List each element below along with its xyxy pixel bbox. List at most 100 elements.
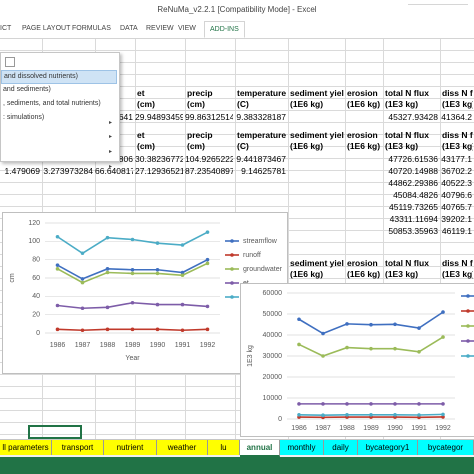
header-cell: total N flux [385,88,429,98]
data-point [205,327,210,332]
ribbon-tab[interactable]: REVIEW [146,25,174,32]
sheet-tab[interactable]: annual [240,440,280,457]
window-controls[interactable] [408,4,468,15]
header-cell: (1E3 kg) [385,141,419,151]
value-cell: 9806 [114,154,133,164]
x-tick-label: 1989 [363,425,379,432]
header-cell: temperature [237,130,287,140]
title-bar: ReNuMa_v2.2.1 [Compatibility Mode] - Exc… [0,0,474,20]
header-cell: sediment yield [290,130,344,140]
series-line [298,311,444,335]
x-tick-label: 1992 [435,425,451,432]
x-tick-label: 1986 [291,425,307,432]
selected-cell [28,425,82,439]
value-cell: 43311.11694 [389,214,438,224]
sheet-tab[interactable]: transport [52,440,104,455]
legend-marker [466,294,470,298]
legend-marker [466,339,470,343]
data-point [130,237,135,242]
data-point [80,251,85,256]
data-point [205,230,210,234]
data-point [205,257,210,262]
ribbon-tab[interactable]: ADD-INS [204,21,245,38]
data-point [205,261,210,266]
data-point [130,327,135,332]
ribbon-tab[interactable]: ICT [0,25,12,32]
y-tick-label: 100 [28,238,40,245]
header-cell: (C) [237,141,249,151]
series-line [298,336,444,357]
data-point [297,402,301,406]
value-cell: 99.86312514 [185,112,233,122]
sheet-tab[interactable]: monthly [280,440,324,455]
value-cell: 43177.1 [441,154,472,164]
menu-item[interactable]: and sediments) [3,86,51,93]
menu-item[interactable]: , sediments, and total nutrients) [3,100,101,107]
value-cell: 45119.73265 [388,202,438,212]
header-cell: sediment yield [290,88,344,98]
sheet-tab[interactable]: bycategor [418,440,474,455]
data-point [369,346,373,351]
value-cell: 50853.35963 [388,226,438,236]
ribbon-tab[interactable]: FORMULAS [72,25,111,32]
data-point [417,350,421,354]
header-cell: total N flux [385,258,429,268]
sheet-tab[interactable]: bycategory1 [358,440,418,455]
legend-marker [230,295,234,299]
header-cell: (1E6 kg) [347,99,381,109]
header-cell: (1E3 kg) [442,269,473,279]
data-point [417,326,421,330]
data-point [55,234,60,239]
submenu-arrow: ▸ [109,134,113,140]
data-point [417,413,421,417]
submenu-arrow: ▸ [109,164,113,170]
sheet-tab[interactable]: nutrient [104,440,157,455]
value-cell: 27.12936521 [135,166,183,176]
data-point [321,354,325,358]
data-point [345,402,349,406]
header-cell: total N flux [385,130,429,140]
value-cell: 9.14625781 [241,166,286,176]
ribbon-tab[interactable]: DATA [120,25,138,32]
data-point [393,402,397,406]
x-tick-label: 1991 [175,342,191,349]
header-cell: diss N flux [442,130,473,140]
data-point [130,267,135,272]
data-point [55,263,60,267]
header-cell: diss N flux [442,258,473,268]
sheet-tab[interactable]: lu [208,440,240,455]
data-point [105,305,110,310]
nutrient-chart[interactable]: 0 10000 20000 30000 40000 50000 60000 1986 1987 1… [240,283,474,437]
sheet-tab[interactable]: weather [157,440,208,455]
y-tick-label: 80 [32,257,40,264]
ribbon-tab[interactable]: VIEW [178,25,196,32]
y-tick-label: 50000 [263,311,283,318]
header-cell: (1E6 kg) [290,269,324,279]
value-cell: 46119.1 [441,226,472,236]
value-cell: 45084.4826 [393,190,438,200]
menu-item[interactable]: : simulations) [3,114,45,121]
y-tick-label: 40000 [263,332,283,339]
ribbon-tab[interactable]: PAGE LAYOUT [22,25,71,32]
header-cell: (cm) [137,99,155,109]
sheet-tab[interactable]: ll parameters [0,440,52,455]
x-tick-label: 1990 [387,425,403,432]
sheet-tab[interactable]: daily [324,440,358,455]
x-tick-label: 1986 [50,342,66,349]
data-point [155,327,160,332]
column-line [440,39,441,439]
data-point [321,331,325,336]
legend-label: streamflow [243,238,278,245]
legend-label: groundwater [243,266,283,273]
menu-item[interactable]: and dissolved nutrients) [1,70,117,84]
data-point [55,303,60,308]
header-cell: (1E6 kg) [290,99,324,109]
header-cell: (cm) [187,99,205,109]
header-cell: (1E3 kg) [442,99,473,109]
data-point [105,327,110,332]
header-cell: (1E3 kg) [385,269,419,279]
x-axis-title: Year [125,355,140,362]
data-point [155,302,160,307]
legend-marker [230,267,234,271]
